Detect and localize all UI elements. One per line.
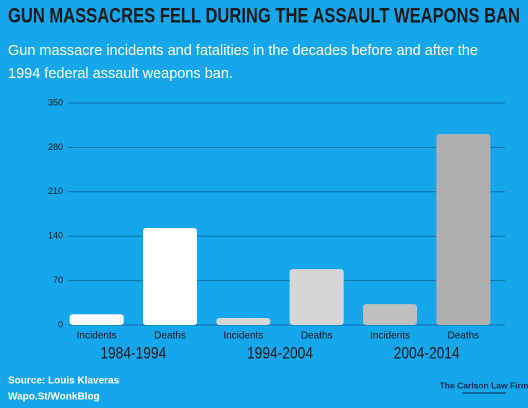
- group-label: 2004-2014: [394, 343, 460, 362]
- bar: [289, 269, 344, 325]
- subtitle: Gun massacre incidents and fatalities in…: [8, 43, 478, 59]
- x-tick-label: Incidents: [370, 331, 410, 342]
- x-tick-label: Deaths: [301, 331, 333, 342]
- source: Wapo.St/WonkBlog: [8, 392, 100, 403]
- bar: [69, 314, 124, 325]
- group-label: 1984-1994: [100, 343, 166, 362]
- subtitle: 1994 federal assault weapons ban.: [8, 66, 233, 82]
- x-tick-label: Incidents: [223, 331, 263, 342]
- y-tick-label: 0: [58, 319, 63, 329]
- logo: The Carlson Law Firm: [440, 380, 528, 390]
- bar: [143, 227, 197, 325]
- bar: [363, 304, 417, 325]
- x-tick-label: Deaths: [154, 331, 186, 342]
- bar: [216, 318, 271, 325]
- group-label: 1994-2004: [247, 343, 313, 362]
- y-tick-label: 280: [48, 142, 63, 152]
- y-tick-label: 140: [48, 231, 63, 241]
- chart-title: GUN MASSACRES FELL DURING THE ASSAULT WE…: [8, 5, 520, 28]
- y-tick-label: 70: [53, 275, 63, 285]
- x-tick-label: Deaths: [447, 331, 479, 342]
- y-tick-label: 210: [48, 186, 63, 196]
- source: Source: Louis Klaveras: [8, 376, 120, 387]
- x-tick-label: Incidents: [77, 331, 117, 342]
- bar: [436, 134, 491, 325]
- y-tick-label: 350: [48, 97, 63, 107]
